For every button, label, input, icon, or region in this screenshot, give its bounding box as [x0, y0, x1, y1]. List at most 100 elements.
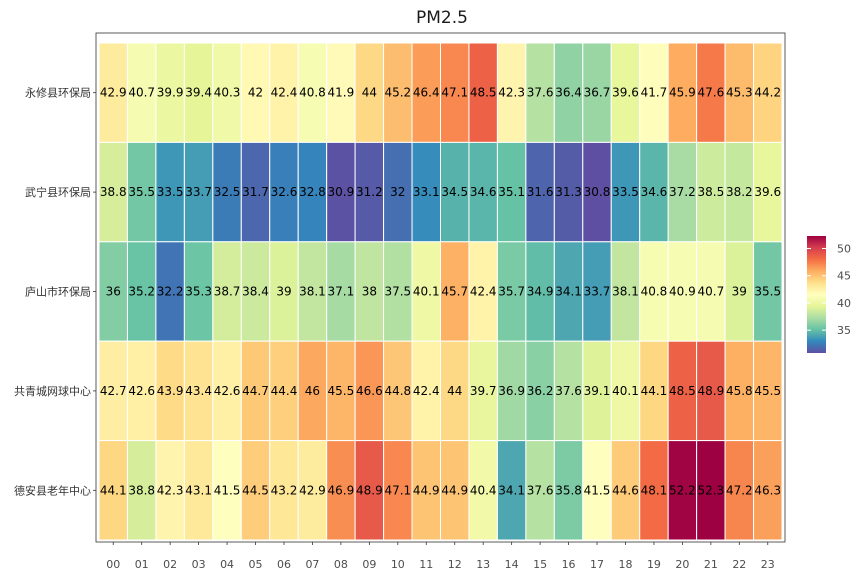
heatmap-cell-label: 40.7 — [697, 285, 724, 299]
heatmap-cell — [354, 241, 385, 342]
heatmap-cell-label: 30.8 — [584, 185, 611, 199]
heatmap-cell-label: 34.1 — [555, 285, 582, 299]
heatmap-cell — [582, 241, 612, 342]
color-legend: 35 40 45 50 — [807, 236, 851, 353]
heatmap-cell-label: 39.9 — [157, 86, 184, 100]
heatmap-cell — [610, 241, 641, 342]
heatmap-cell-label: 44 — [362, 86, 377, 100]
x-tick-label: 00 — [106, 558, 120, 571]
x-tick-label: 03 — [192, 558, 206, 571]
heatmap-cell — [582, 340, 612, 442]
heatmap-cell — [183, 440, 214, 541]
heatmap-cell-label: 35.3 — [185, 285, 212, 299]
heatmap-cell-label: 42.3 — [498, 86, 525, 100]
heatmap-cell-label: 40.3 — [214, 86, 241, 100]
heatmap-cell-label: 35.7 — [498, 285, 525, 299]
heatmap-cell-label: 42.7 — [100, 384, 127, 398]
heatmap-cell-label: 36 — [106, 285, 121, 299]
heatmap-cell-label: 39.7 — [470, 384, 497, 398]
heatmap-cell-label: 48.5 — [470, 86, 497, 100]
heatmap-cell — [553, 241, 584, 342]
heatmap-cell — [696, 42, 726, 143]
legend-tick-label: 35 — [837, 324, 851, 337]
heatmap-cell-label: 34.1 — [498, 483, 525, 497]
heatmap-cell — [496, 141, 527, 243]
heatmap-cell-label: 36.9 — [498, 384, 525, 398]
heatmap-cell-label: 36.7 — [584, 86, 611, 100]
heatmap-cell-label: 37.5 — [384, 285, 411, 299]
heatmap-cell — [553, 440, 584, 541]
heatmap-cell-label: 33.5 — [157, 185, 184, 199]
heatmap-cell-label: 34.5 — [441, 185, 468, 199]
heatmap-cell-label: 38.8 — [128, 483, 155, 497]
heatmap-cell — [126, 241, 157, 342]
x-tick-label: 19 — [647, 558, 661, 571]
x-tick-label: 12 — [448, 558, 462, 571]
heatmap-cell — [468, 42, 498, 143]
heatmap-cell — [639, 141, 669, 243]
heatmap-cell — [753, 141, 783, 243]
heatmap-cell-label: 32.5 — [214, 185, 241, 199]
heatmap-cell — [411, 42, 441, 143]
heatmap-cell — [155, 241, 185, 342]
heatmap-cell — [383, 141, 413, 243]
legend-tick-label: 40 — [837, 297, 851, 310]
heatmap-cell — [240, 440, 271, 541]
heatmap-cell-label: 44.2 — [754, 86, 781, 100]
legend-tick-label: 50 — [837, 243, 851, 256]
heatmap-cell — [326, 42, 356, 143]
y-tick-label: 德安县老年中心 — [14, 483, 91, 497]
heatmap-cell-label: 32.2 — [157, 285, 184, 299]
heatmap-cell — [297, 42, 328, 143]
x-tick-label: 11 — [419, 558, 433, 571]
heatmap-cell-label: 39 — [276, 285, 291, 299]
heatmap-cell-label: 47.1 — [384, 483, 411, 497]
panel-border — [95, 32, 786, 543]
heatmap-cell-label: 44.1 — [641, 384, 668, 398]
heatmap-cell-label: 38.5 — [697, 185, 724, 199]
heatmap-cell — [440, 440, 470, 541]
heatmap-cell-label: 44.7 — [242, 384, 269, 398]
heatmap-cell — [212, 141, 242, 243]
heatmap-cell — [98, 440, 128, 541]
heatmap-cell — [724, 440, 755, 541]
heatmap-cell-label: 32 — [390, 185, 405, 199]
x-tick-label: 20 — [675, 558, 689, 571]
heatmap-cell-label: 37.1 — [328, 285, 355, 299]
x-tick-label: 14 — [505, 558, 519, 571]
heatmap-cell — [326, 241, 356, 342]
heatmap-cell-label: 42.9 — [100, 86, 127, 100]
heatmap-cell — [525, 241, 555, 342]
heatmap-cell-label: 39.6 — [754, 185, 781, 199]
heatmap-cell-label: 44.9 — [413, 483, 440, 497]
x-tick-label: 01 — [135, 558, 149, 571]
x-tick-label: 02 — [163, 558, 177, 571]
y-tick-label: 永修县环保局 — [25, 86, 91, 100]
heatmap-cell — [440, 241, 470, 342]
heatmap-cell-label: 36.4 — [555, 86, 582, 100]
heatmap-cell-label: 45.7 — [441, 285, 468, 299]
heatmap-cell-label: 39.4 — [185, 86, 212, 100]
heatmap-cell — [496, 440, 527, 541]
heatmap-cell-label: 42.4 — [470, 285, 497, 299]
legend-colorbar — [807, 236, 826, 353]
heatmap-cell-label: 46.9 — [328, 483, 355, 497]
heatmap-cell — [667, 42, 698, 143]
heatmap-cell-label: 39.6 — [612, 86, 639, 100]
heatmap-cell-label: 44.8 — [384, 384, 411, 398]
heatmap-cell — [753, 440, 783, 541]
heatmap-cell-label: 45.8 — [726, 384, 753, 398]
heatmap-cell — [326, 340, 356, 442]
y-tick-label: 共青城网球中心 — [14, 384, 91, 398]
heatmap-cell-label: 37.6 — [555, 384, 582, 398]
heatmap-cell — [667, 340, 698, 442]
heatmap-cell-label: 47.6 — [697, 86, 724, 100]
heatmap-cell — [753, 340, 783, 442]
x-tick-label: 23 — [761, 558, 775, 571]
heatmap-cell — [212, 340, 242, 442]
heatmap-cell — [553, 141, 584, 243]
heatmap-cell-label: 33.7 — [584, 285, 611, 299]
x-tick-label: 06 — [277, 558, 291, 571]
